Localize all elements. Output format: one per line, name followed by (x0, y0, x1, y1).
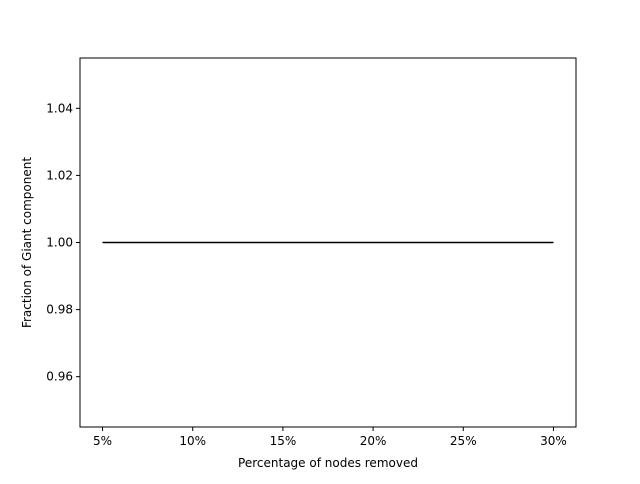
y-tick-label: 0.98 (46, 303, 73, 317)
x-tick-label: 10% (179, 434, 206, 448)
x-tick-label: 5% (93, 434, 112, 448)
y-tick-label: 1.02 (46, 168, 73, 182)
x-tick-label: 25% (450, 434, 477, 448)
axes-layer: 5% 10% 15% 20% 25% 30% 0.96 0.98 1.00 1.02 1.04 (46, 101, 567, 448)
y-tick-label: 0.96 (46, 370, 73, 384)
y-tick-label: 1.04 (46, 101, 73, 115)
y-tick-label: 1.00 (46, 236, 73, 250)
x-tick-label: 30% (540, 434, 567, 448)
x-tick-label: 15% (270, 434, 297, 448)
y-axis-label: Fraction of Giant component (20, 157, 34, 328)
x-tick-label: 20% (360, 434, 387, 448)
x-axis-label: Percentage of nodes removed (238, 456, 418, 470)
